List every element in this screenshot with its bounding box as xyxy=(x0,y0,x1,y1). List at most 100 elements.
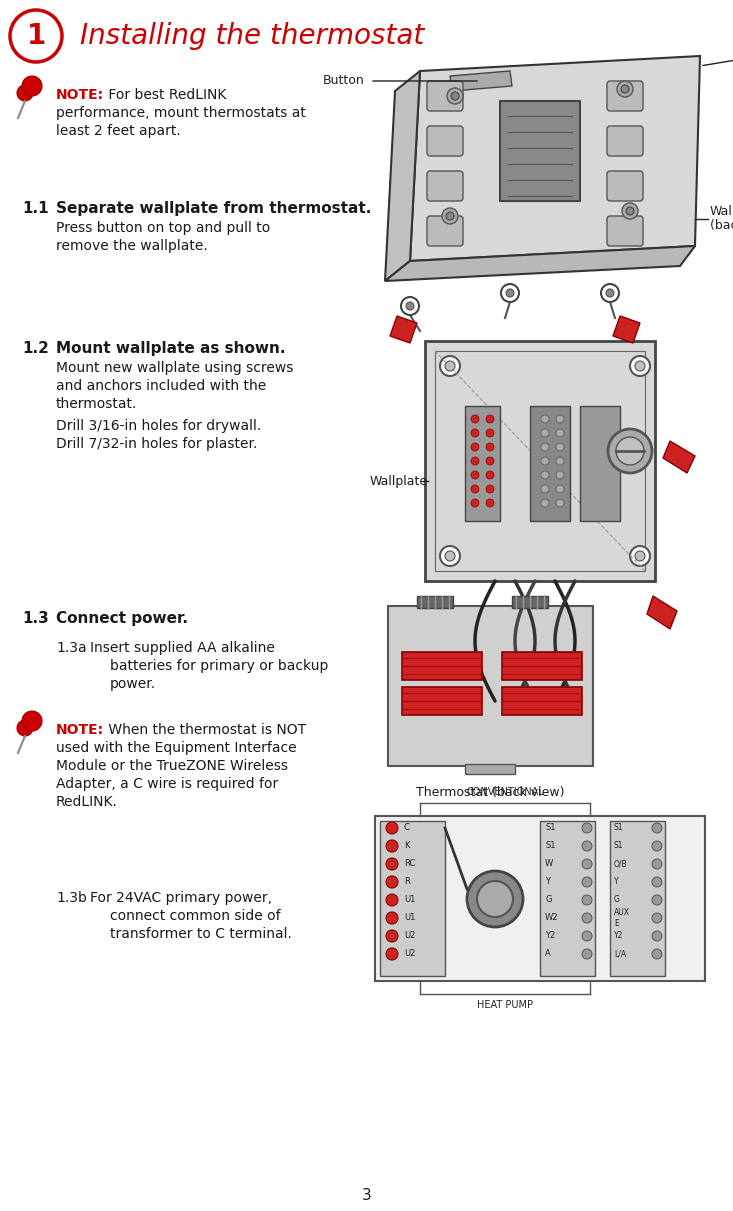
Circle shape xyxy=(582,913,592,923)
Circle shape xyxy=(486,415,494,423)
FancyBboxPatch shape xyxy=(402,652,482,681)
Circle shape xyxy=(635,551,645,561)
Circle shape xyxy=(652,931,662,941)
Text: batteries for primary or backup: batteries for primary or backup xyxy=(110,659,328,673)
Polygon shape xyxy=(647,596,677,629)
Circle shape xyxy=(17,721,33,736)
Circle shape xyxy=(541,457,549,465)
FancyBboxPatch shape xyxy=(427,216,463,246)
Text: 1.2: 1.2 xyxy=(22,342,49,356)
Circle shape xyxy=(582,931,592,941)
Text: Installing the thermostat: Installing the thermostat xyxy=(80,22,424,50)
Polygon shape xyxy=(385,71,420,281)
FancyBboxPatch shape xyxy=(607,126,643,156)
Circle shape xyxy=(556,415,564,423)
Circle shape xyxy=(582,859,592,869)
Circle shape xyxy=(582,949,592,959)
Circle shape xyxy=(451,92,459,101)
Circle shape xyxy=(541,443,549,450)
Circle shape xyxy=(471,499,479,507)
FancyBboxPatch shape xyxy=(465,764,515,774)
Circle shape xyxy=(652,823,662,833)
Text: S1: S1 xyxy=(614,823,624,832)
Text: W: W xyxy=(545,860,553,868)
Text: RedLINK.: RedLINK. xyxy=(56,794,118,809)
Circle shape xyxy=(442,208,458,224)
Circle shape xyxy=(22,76,42,96)
Circle shape xyxy=(386,840,398,853)
Circle shape xyxy=(471,429,479,437)
Text: thermostat.: thermostat. xyxy=(56,397,137,411)
Text: S1: S1 xyxy=(545,823,556,832)
Circle shape xyxy=(17,85,33,101)
FancyBboxPatch shape xyxy=(530,406,570,521)
Circle shape xyxy=(471,484,479,493)
Polygon shape xyxy=(663,441,695,474)
FancyBboxPatch shape xyxy=(540,821,595,976)
Text: 1.3: 1.3 xyxy=(22,612,49,626)
Circle shape xyxy=(601,285,619,302)
Circle shape xyxy=(22,711,42,731)
Circle shape xyxy=(486,484,494,493)
Circle shape xyxy=(486,429,494,437)
Polygon shape xyxy=(613,316,640,343)
Text: G: G xyxy=(545,895,551,905)
Text: Insert supplied AA alkaline: Insert supplied AA alkaline xyxy=(90,641,275,655)
Text: performance, mount thermostats at: performance, mount thermostats at xyxy=(56,107,306,120)
Text: For 24VAC primary power,: For 24VAC primary power, xyxy=(90,891,272,905)
Circle shape xyxy=(556,499,564,507)
FancyBboxPatch shape xyxy=(427,81,463,111)
Text: (back view): (back view) xyxy=(710,219,733,233)
Circle shape xyxy=(440,356,460,375)
Polygon shape xyxy=(450,71,512,91)
Circle shape xyxy=(635,361,645,371)
Circle shape xyxy=(621,85,629,93)
Circle shape xyxy=(622,203,638,219)
Circle shape xyxy=(582,823,592,833)
Circle shape xyxy=(608,429,652,474)
Circle shape xyxy=(652,859,662,869)
Circle shape xyxy=(652,877,662,886)
Text: Button: Button xyxy=(323,75,365,87)
Text: Separate wallplate from thermostat.: Separate wallplate from thermostat. xyxy=(56,201,372,216)
Text: W2: W2 xyxy=(545,913,559,923)
Text: A: A xyxy=(545,949,550,958)
Text: Wallplate: Wallplate xyxy=(710,205,733,218)
Text: transformer to C terminal.: transformer to C terminal. xyxy=(110,926,292,941)
Circle shape xyxy=(386,930,398,942)
Circle shape xyxy=(467,871,523,926)
Text: Module or the TrueZONE Wireless: Module or the TrueZONE Wireless xyxy=(56,759,288,773)
Text: NOTE:: NOTE: xyxy=(56,723,104,737)
Text: Press button on top and pull to: Press button on top and pull to xyxy=(56,220,270,235)
Circle shape xyxy=(652,840,662,851)
FancyBboxPatch shape xyxy=(610,821,665,976)
FancyBboxPatch shape xyxy=(512,596,548,608)
Circle shape xyxy=(471,443,479,450)
Text: For best RedLINK: For best RedLINK xyxy=(104,88,226,102)
Text: O/B: O/B xyxy=(614,860,627,868)
Text: Connect power.: Connect power. xyxy=(56,612,188,626)
Circle shape xyxy=(406,302,414,310)
Text: U1: U1 xyxy=(404,895,416,905)
Circle shape xyxy=(440,546,460,566)
Circle shape xyxy=(582,877,592,886)
FancyBboxPatch shape xyxy=(427,171,463,201)
Text: AUX
E: AUX E xyxy=(614,908,630,928)
Circle shape xyxy=(652,949,662,959)
Circle shape xyxy=(626,207,634,216)
Text: Y: Y xyxy=(614,878,619,886)
Circle shape xyxy=(386,859,398,869)
Circle shape xyxy=(630,356,650,375)
Text: and anchors included with the: and anchors included with the xyxy=(56,379,266,394)
Circle shape xyxy=(616,437,644,465)
FancyBboxPatch shape xyxy=(502,687,582,714)
Circle shape xyxy=(541,429,549,437)
Text: RC: RC xyxy=(404,860,416,868)
Text: U2: U2 xyxy=(404,931,416,941)
FancyBboxPatch shape xyxy=(380,821,445,976)
Text: 1: 1 xyxy=(26,22,45,50)
Text: Wallplate: Wallplate xyxy=(370,475,428,488)
Text: Drill 7/32-in holes for plaster.: Drill 7/32-in holes for plaster. xyxy=(56,437,257,450)
Circle shape xyxy=(652,895,662,905)
Circle shape xyxy=(386,912,398,924)
